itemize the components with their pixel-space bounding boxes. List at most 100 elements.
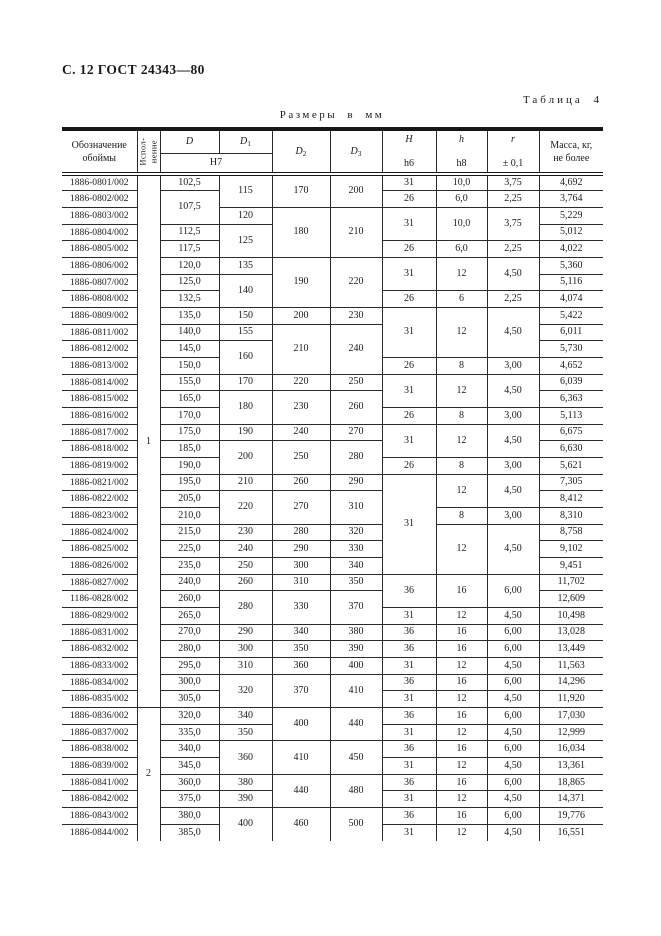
table-cell: 200	[329, 173, 383, 208]
table-cell: 215,0	[159, 523, 220, 541]
table-row: 1886-0827/002 240,0 260 310 350 36 16 6,00 11,70…	[62, 573, 603, 608]
table-cell: 12	[435, 523, 488, 575]
table-cell: 390	[329, 640, 383, 658]
row-designation: 1886-0829/002	[62, 606, 138, 625]
row-designation: 1886-0841/002	[62, 773, 138, 791]
row-designation: 1886-0815/002	[62, 390, 138, 408]
table-cell: 4,50	[486, 690, 540, 708]
row-designation: 1886-0806/002	[62, 256, 138, 275]
table-row: 1886-0838/002 340,0 360 410 450 36 16 6,00 16,03…	[62, 740, 603, 775]
table-cell: 107,5	[159, 190, 220, 225]
table-cell: 17,030	[538, 707, 603, 725]
table-cell: 9,102	[538, 540, 603, 558]
col-header-d1: D1	[218, 128, 273, 153]
table-cell: 270	[329, 423, 383, 441]
row-designation: 1886-0811/002	[62, 323, 138, 341]
table-cell: 11,702	[538, 573, 603, 591]
table-row: 1886-0837/002 335,0 350 31 12 4,50 12,999	[62, 723, 603, 741]
table-cell: 250	[271, 440, 331, 475]
row-designation: 1886-0824/002	[62, 523, 138, 541]
table-cell: 300	[271, 556, 331, 575]
col-header-h: h h8	[435, 128, 488, 176]
table-cell: 260	[218, 573, 273, 591]
table-cell: 375,0	[159, 790, 220, 808]
col-header-ispolnenie: Испол- нение	[136, 128, 161, 176]
table-cell: 280	[329, 440, 383, 475]
table-cell: 310	[218, 656, 273, 675]
row-designation: 1886-0807/002	[62, 273, 138, 291]
table-row: 1886-0832/002 280,0 300 350 390 36 16 6,00 13,44…	[62, 640, 603, 658]
row-designation: 1886-0801/002	[62, 173, 138, 191]
table-cell: 16	[435, 707, 488, 725]
table-cell: 185,0	[159, 440, 220, 458]
table-cell: 210	[218, 473, 273, 491]
table-cell: 4,50	[486, 656, 540, 675]
row-designation: 1886-0835/002	[62, 690, 138, 708]
table-row: 1886-0826/002 235,0 250 300 340 9,451	[62, 556, 603, 575]
table-row: 1886-0803/002 120 180 210 31 10,0 3,75 5,229	[62, 206, 603, 258]
row-designation: 1886-0813/002	[62, 356, 138, 375]
table-cell: 360	[218, 740, 273, 775]
table-row: 1886-0804/002 112,5 125 5,012	[62, 223, 603, 258]
table-cell: 400	[329, 656, 383, 675]
table-cell: 410	[329, 673, 383, 708]
table-cell: 380	[218, 773, 273, 791]
table-cell: 210	[329, 206, 383, 258]
table-cell: 300	[218, 640, 273, 658]
table-cell: 150,0	[159, 356, 220, 375]
table-row: 1886-0805/002 117,5 26 6,0 2,25 4,022	[62, 240, 603, 258]
table-cell: 8	[435, 456, 488, 475]
table-cell: 290	[271, 540, 331, 558]
table-cell: 240	[218, 540, 273, 558]
table-cell: 26	[381, 406, 437, 425]
table-row: 1886-0835/002 305,0 31 12 4,50 11,920	[62, 690, 603, 708]
table-cell: 370	[271, 673, 331, 708]
table-cell: 350	[271, 640, 331, 658]
mass-header-line2: не более	[553, 152, 590, 164]
col-header-mass: Масса, кг, не более	[538, 128, 603, 176]
table-cell: 12	[435, 757, 488, 775]
table-cell: 300,0	[159, 673, 220, 691]
table-row: 1886-0816/002 170,0 26 8 3,00 5,113	[62, 406, 603, 425]
table-cell: 11,920	[538, 690, 603, 708]
table-cell: 5,113	[538, 406, 603, 425]
table-cell: 12	[435, 723, 488, 741]
table-cell: 295,0	[159, 656, 220, 675]
table-cell: 36	[381, 807, 437, 825]
table-row: 1886-0823/002 210,0 8 3,00 8,310	[62, 506, 603, 525]
table-cell: 36	[381, 640, 437, 658]
table-cell: 4,50	[486, 256, 540, 291]
table-cell: 210,0	[159, 506, 220, 525]
row-designation: 1886-0823/002	[62, 506, 138, 525]
table-row: 1886-0829/002 265,0 31 12 4,50 10,498	[62, 606, 603, 625]
ispolnenie-header-line1: Испол-	[137, 137, 148, 166]
table-row: 1886-0806/002 120,0 135 190 220 31 12 4,50 5,360	[62, 256, 603, 308]
table-cell: 115	[218, 173, 273, 208]
table-cell: 16	[435, 807, 488, 825]
table-cell: 31	[381, 723, 437, 741]
row-designation: 1886-0843/002	[62, 807, 138, 825]
table-row: 1886-0831/002 270,0 290 340 380 36 16 6,00 13,02…	[62, 623, 603, 641]
table-cell: 31	[381, 206, 437, 241]
table-cell: 31	[381, 606, 437, 625]
table-row: 1886-0822/002 205,0 220 270 310 8,412	[62, 490, 603, 525]
table-row: 1886-0818/002 185,0 200 250 280 6,630	[62, 440, 603, 475]
table-cell: 5,730	[538, 340, 603, 358]
table-cell: 16	[435, 573, 488, 608]
table-cell: 2,25	[486, 190, 540, 208]
table-cell: 410	[271, 740, 331, 775]
table-cell: 14,371	[538, 790, 603, 808]
table-cell: 175,0	[159, 423, 220, 441]
mass-header-line1: Масса, кг,	[550, 139, 593, 151]
ispolnenie-header-line2: нение	[148, 139, 159, 164]
table-cell: 340	[271, 623, 331, 641]
table-cell: 240,0	[159, 573, 220, 591]
table-cell: 305,0	[159, 690, 220, 708]
table-cell: 4,50	[486, 423, 540, 458]
designation-header-line2: обоймы	[82, 152, 117, 164]
table-cell: 16	[435, 623, 488, 641]
table-cell: 400	[218, 807, 273, 841]
table-cell: 3,00	[486, 506, 540, 525]
table-cell: 5,422	[538, 306, 603, 325]
